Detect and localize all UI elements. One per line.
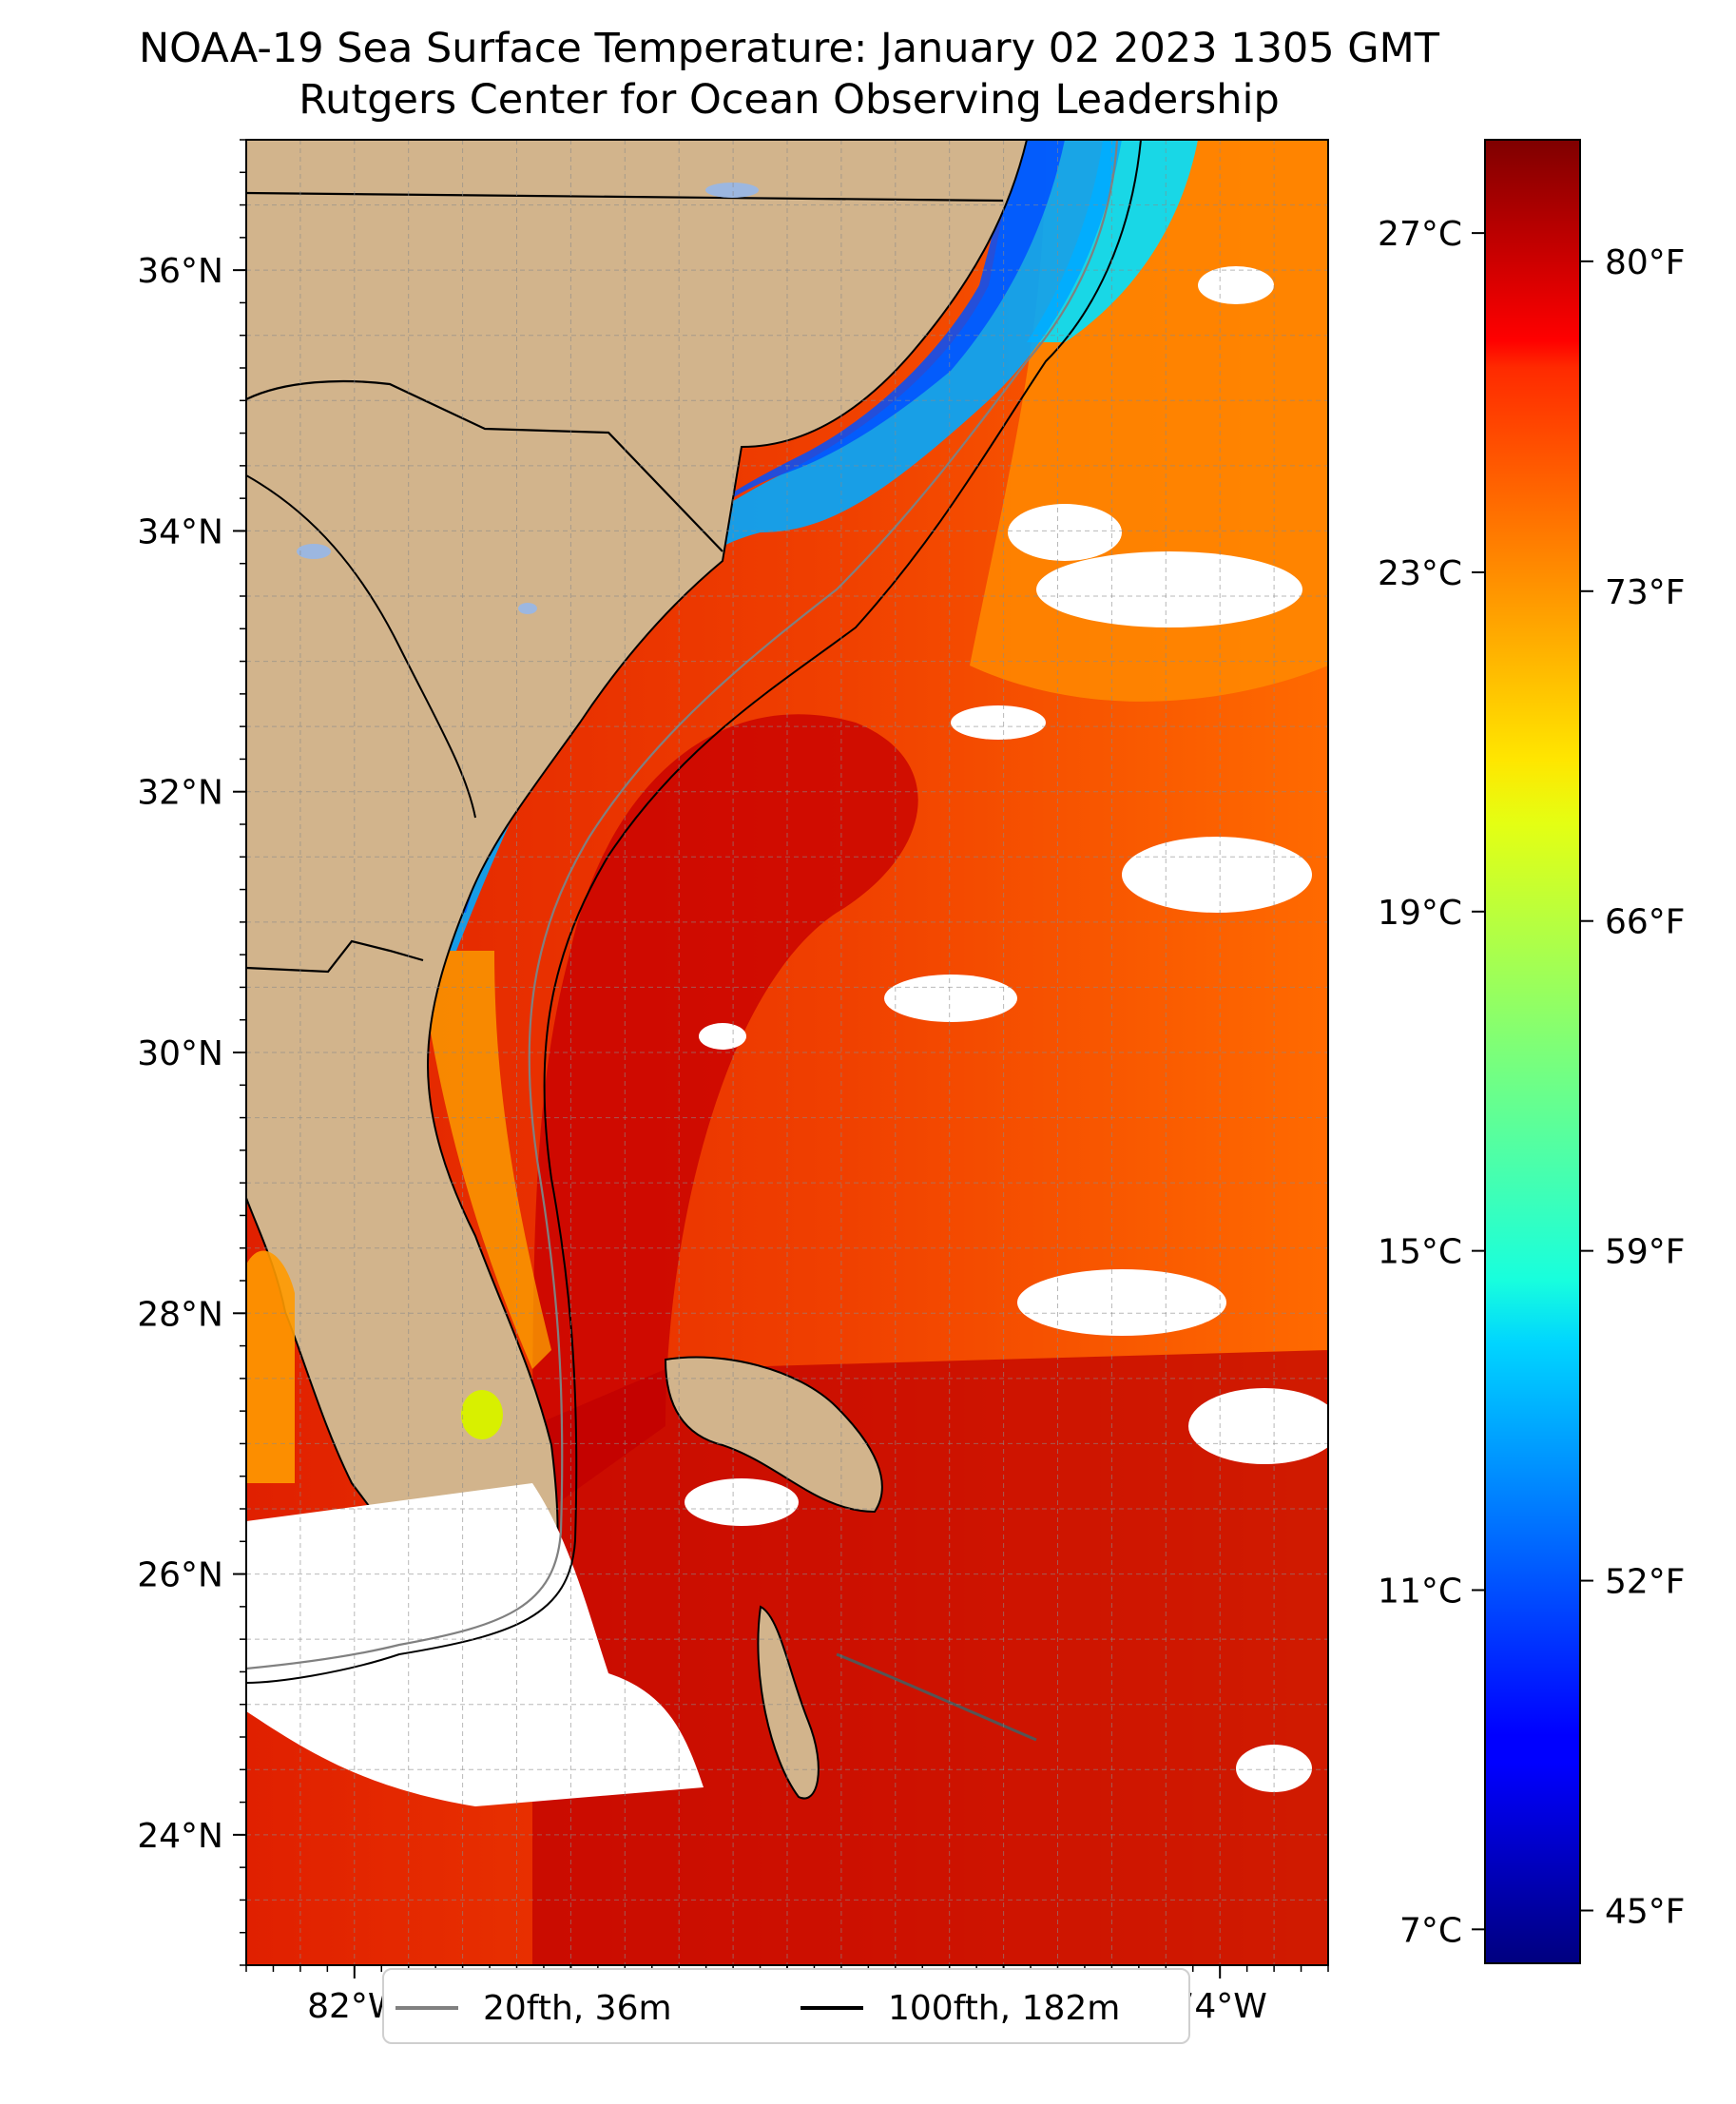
colorbar-fahrenheit-label: 73°F	[1605, 573, 1686, 612]
y-tick-label: 32°N	[137, 774, 223, 813]
y-tick-label: 34°N	[137, 512, 223, 551]
colorbar-fahrenheit-axis: 80°F 73°F 66°F 59°F 52°F 45°F	[1580, 243, 1686, 1931]
cold-shelf-water	[418, 140, 1122, 951]
legend-swatch-black	[800, 2006, 863, 2010]
cloud-mask	[246, 266, 1328, 1806]
nc-sc-border	[246, 379, 723, 552]
colorbar-fahrenheit-label: 59°F	[1605, 1233, 1686, 1272]
colorbar	[1484, 139, 1581, 1964]
graticule	[246, 140, 1328, 1965]
gulf-coast-warm-water	[246, 1250, 295, 1483]
lake	[297, 544, 331, 559]
legend-label-20fth: 20fth, 36m	[483, 1988, 672, 2028]
y-tick-label: 26°N	[137, 1556, 223, 1595]
grand-bahama	[664, 1356, 883, 1514]
legend-label-100fth: 100fth, 182m	[888, 1988, 1121, 2028]
legend-item-100fth: 100fth, 182m	[800, 1985, 1120, 2031]
colorbar-celsius-label: 7°C	[1399, 1911, 1462, 1950]
colorbar-celsius-label: 11°C	[1378, 1572, 1462, 1611]
andros-island	[757, 1605, 820, 1800]
y-tick-label: 24°N	[137, 1817, 223, 1856]
gulf-stream-core	[532, 714, 918, 1521]
coldest-shelf-water	[437, 140, 1065, 913]
colorbar-celsius-label: 27°C	[1378, 215, 1462, 254]
florida-coastal-water	[418, 951, 551, 1369]
y-tick-label: 30°N	[137, 1034, 223, 1073]
sc-ga-border	[246, 474, 476, 819]
colorbar-fahrenheit-label: 66°F	[1605, 903, 1686, 942]
colorbar-fahrenheit-label: 80°F	[1605, 243, 1686, 282]
y-tick-label: 28°N	[137, 1295, 223, 1334]
legend-item-20fth: 20fth, 36m	[395, 1985, 672, 2031]
lake	[518, 603, 537, 614]
lake-okeechobee	[461, 1390, 503, 1439]
isobath-20fth	[246, 140, 1119, 1670]
lake	[705, 183, 759, 198]
colorbar-celsius-label: 23°C	[1378, 554, 1462, 593]
isobath-100fth	[246, 140, 1142, 1684]
colorbar-celsius-label: 19°C	[1378, 894, 1462, 933]
latitude-axis: 36°N 34°N 32°N 30°N 28°N 26°N 24°N	[137, 139, 246, 1966]
colorbar-fahrenheit-label: 45°F	[1605, 1892, 1686, 1931]
isobath-legend: 20fth, 36m 100fth, 182m	[382, 1968, 1190, 2044]
bahama-banks	[836, 1652, 1037, 1742]
y-tick-label: 36°N	[137, 252, 223, 291]
map-title: NOAA-19 Sea Surface Temperature: January…	[139, 25, 1439, 72]
colorbar-celsius-label: 15°C	[1378, 1233, 1462, 1272]
colorbar-fahrenheit-label: 52°F	[1605, 1563, 1686, 1602]
map-subtitle: Rutgers Center for Ocean Observing Leade…	[299, 76, 1280, 124]
colorbar-celsius-axis: 27°C 23°C 19°C 15°C 11°C 7°C	[1378, 215, 1485, 1950]
legend-swatch-gray	[395, 2006, 458, 2010]
us-mainland	[246, 140, 1029, 1635]
va-nc-border	[246, 191, 1004, 203]
